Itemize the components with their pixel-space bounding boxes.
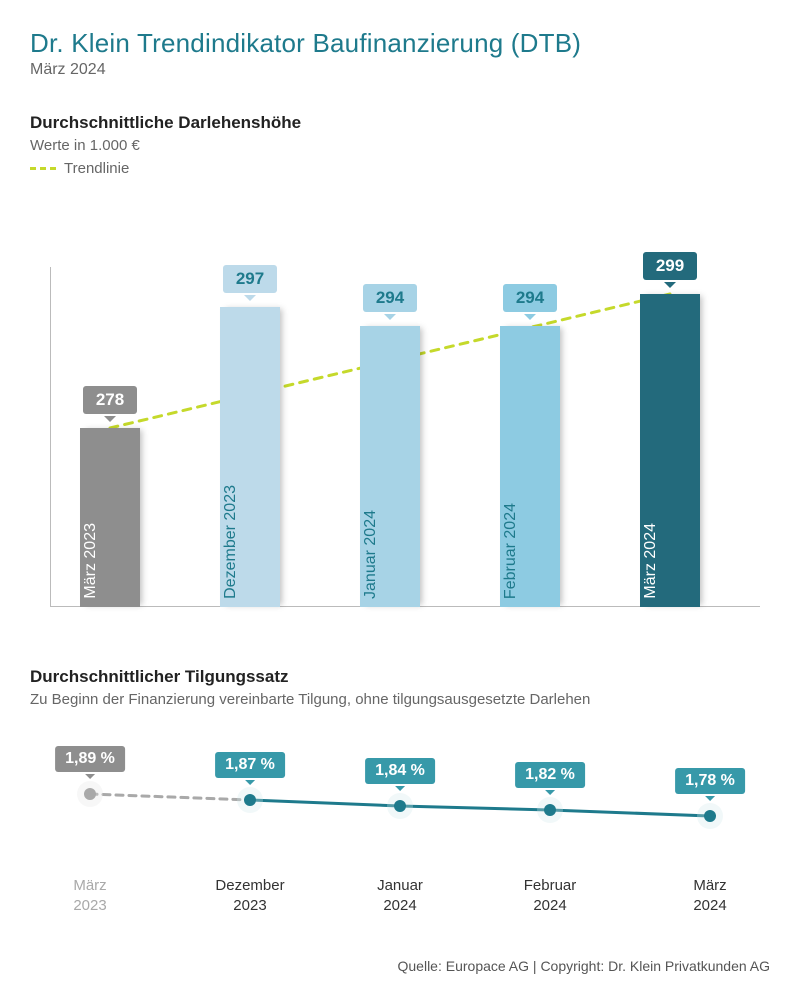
line-x-label: Januar2024 <box>377 876 423 915</box>
trendline-dash-icon <box>30 167 56 170</box>
line-value-tag: 1,82 % <box>515 762 585 788</box>
footer-credits: Quelle: Europace AG | Copyright: Dr. Kle… <box>398 958 771 974</box>
bar-value-tag: 294 <box>503 284 557 312</box>
bar-chart: März 2023278Dezember 2023297Januar 20242… <box>30 217 770 607</box>
bar: Januar 2024294 <box>360 326 420 607</box>
linechart-subtitle: Zu Beginn der Finanzierung vereinbarte T… <box>30 691 770 708</box>
line-value-tag: 1,89 % <box>55 746 125 772</box>
bar: März 2024299 <box>640 294 700 607</box>
barchart-subtitle: Werte in 1.000 € <box>30 137 770 154</box>
bar: Dezember 2023297 <box>220 307 280 607</box>
line-value-tag: 1,84 % <box>365 758 435 784</box>
bar-category-label: März 2024 <box>642 523 660 599</box>
page-subtitle: März 2024 <box>30 61 770 79</box>
line-x-label: Februar2024 <box>524 876 577 915</box>
page-title: Dr. Klein Trendindikator Baufinanzierung… <box>30 28 770 59</box>
line-value-tag: 1,87 % <box>215 752 285 778</box>
line-x-label: März2024 <box>693 876 726 915</box>
bar-value-tag: 278 <box>83 386 137 414</box>
trendline-legend-label: Trendlinie <box>64 160 129 177</box>
bar: März 2023278 <box>80 428 140 607</box>
line-chart: 1,89 % 1,87 % 1,84 % 1,82 % 1,78 % <box>30 738 770 868</box>
line-x-label: Dezember2023 <box>215 876 284 915</box>
bar: Februar 2024294 <box>500 326 560 607</box>
bar-category-label: März 2023 <box>82 523 100 599</box>
line-x-label: März2023 <box>73 876 106 915</box>
bar-value-tag: 294 <box>363 284 417 312</box>
line-value-tag: 1,78 % <box>675 768 745 794</box>
bar-category-label: Dezember 2023 <box>222 485 240 599</box>
trendline-legend: Trendlinie <box>30 160 770 177</box>
linechart-title: Durchschnittlicher Tilgungssatz <box>30 667 770 687</box>
bar-value-tag: 297 <box>223 265 277 293</box>
barchart-title: Durchschnittliche Darlehenshöhe <box>30 113 770 133</box>
bar-value-tag: 299 <box>643 252 697 280</box>
bar-category-label: Februar 2024 <box>502 503 520 599</box>
bar-category-label: Januar 2024 <box>362 510 380 599</box>
